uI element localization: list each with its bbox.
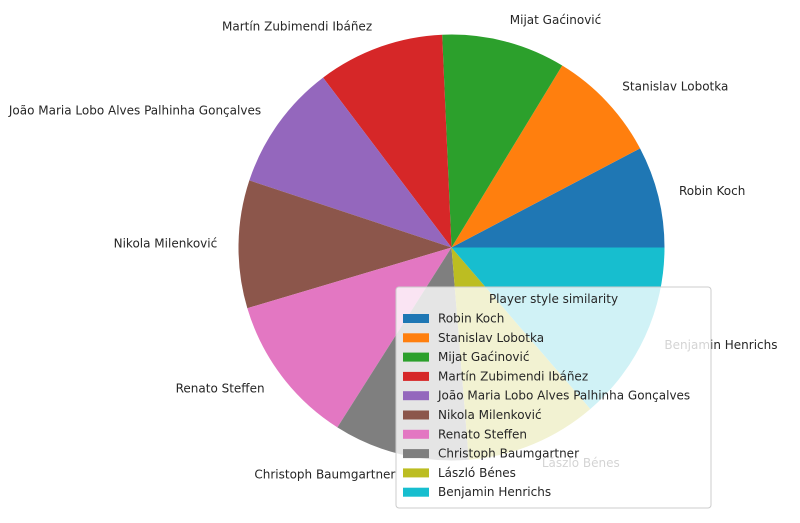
legend-swatch-laszlo-benes — [403, 468, 429, 478]
legend-label-joao-maria-lobo-alves-palhinha-goncalves: João Maria Lobo Alves Palhinha Gonçalves — [437, 389, 690, 403]
slice-mijat-gacinovic — [442, 34, 563, 248]
slice-label-joao-maria-lobo-alves-palhinha-goncalves: João Maria Lobo Alves Palhinha Gonçalves — [8, 103, 261, 117]
legend-swatch-christoph-baumgartner — [403, 449, 429, 459]
legend-items: Robin Koch Stanislav Lobotka Mijat Gaćinov… — [403, 312, 690, 499]
legend-label-benjamin-henrichs: Benjamin Henrichs — [438, 485, 551, 499]
slice-label-mijat-gacinovic: Mijat Gaćinović — [510, 13, 601, 27]
legend-label-renato-steffen: Renato Steffen — [438, 427, 527, 441]
legend-title: Player style similarity — [489, 292, 618, 306]
legend-swatch-stanislav-lobotka — [403, 333, 429, 343]
legend: Player style similarity Robin Koch Stanis… — [395, 286, 712, 509]
legend-label-nikola-milenkovic: Nikola Milenković — [438, 408, 542, 422]
legend-label-stanislav-lobotka: Stanislav Lobotka — [438, 331, 544, 345]
legend-label-martin-zubimendi-ibanez: Martín Zubimendi Ibáñez — [438, 369, 588, 383]
slice-label-martin-zubimendi-ibanez: Martín Zubimendi Ibáñez — [222, 20, 372, 34]
legend-label-mijat-gacinovic: Mijat Gaćinović — [438, 350, 529, 364]
slice-labels: Robin Koch Stanislav Lobotka Mijat Gaćinov… — [8, 13, 778, 481]
slice-label-stanislav-lobotka: Stanislav Lobotka — [622, 80, 728, 94]
slice-martin-zubimendi-ibanez — [323, 34, 452, 248]
legend-swatch-renato-steffen — [403, 429, 429, 439]
slice-label-robin-koch: Robin Koch — [679, 184, 745, 198]
slice-label-renato-steffen: Renato Steffen — [176, 381, 265, 395]
slice-joao-maria-lobo-alves-palhinha-goncalves — [249, 77, 452, 248]
legend-swatch-martin-zubimendi-ibanez — [403, 371, 429, 381]
slice-label-christoph-baumgartner: Christoph Baumgartner — [254, 467, 395, 481]
legend-swatch-mijat-gacinovic — [403, 352, 429, 362]
slice-nikola-milenkovic — [238, 180, 452, 309]
legend-swatch-nikola-milenkovic — [403, 410, 429, 420]
legend-swatch-joao-maria-lobo-alves-palhinha-goncalves — [403, 391, 429, 401]
legend-label-laszlo-benes: László Bénes — [438, 466, 516, 480]
legend-box — [395, 286, 712, 509]
legend-swatch-benjamin-henrichs — [403, 487, 429, 497]
slice-stanislav-lobotka — [451, 65, 641, 248]
legend-swatch-robin-koch — [403, 314, 429, 323]
slice-label-nikola-milenkovic: Nikola Milenković — [114, 236, 218, 250]
legend-label-robin-koch: Robin Koch — [438, 312, 504, 326]
legend-label-christoph-baumgartner: Christoph Baumgartner — [438, 447, 579, 461]
slice-robin-koch — [451, 148, 665, 248]
